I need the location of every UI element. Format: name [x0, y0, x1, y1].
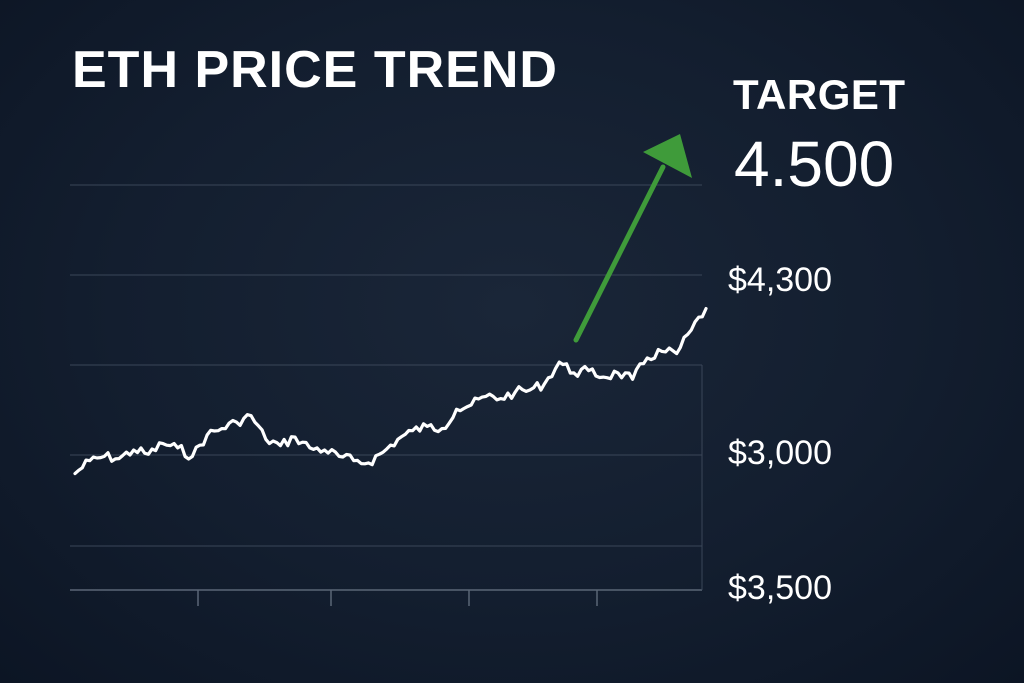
target-label: TARGET — [733, 71, 906, 118]
chart-title: ETH PRICE TREND — [72, 41, 558, 99]
y-tick-label: $3,000 — [728, 434, 832, 472]
y-tick-label: $4,300 — [728, 261, 832, 299]
target-value: 4.500 — [734, 128, 895, 200]
target-arrow-shaft — [573, 164, 666, 343]
target-arrow-head — [643, 134, 692, 178]
price-line — [73, 307, 708, 476]
y-tick-label: $3,500 — [728, 569, 832, 607]
